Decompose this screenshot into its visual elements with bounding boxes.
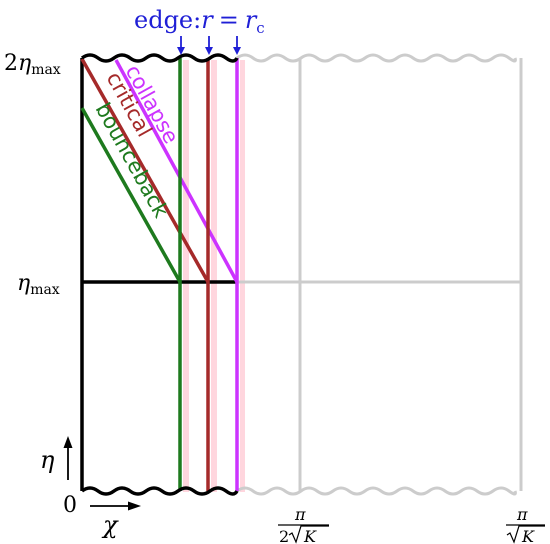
ghost-region: [236, 53, 523, 496]
svg-text:π: π: [294, 505, 306, 524]
pink-band-collapse: [240, 60, 245, 492]
edge-rc: r: [245, 6, 258, 34]
chi-axis-label: χ: [101, 511, 119, 539]
pink-band-critical: [211, 60, 217, 492]
bottom-wavy-border: [80, 486, 239, 496]
edge-arrowhead-bounceback: [177, 47, 185, 55]
ghost-bottom-wavy-border: [236, 486, 517, 496]
edge-arrowhead-critical: [205, 47, 213, 55]
pink-band-bounceback: [183, 60, 189, 492]
eta-axis-arrow: [63, 436, 73, 480]
edge-arrows: [177, 36, 241, 55]
svg-text:K: K: [521, 527, 535, 544]
edge-equals: =: [219, 6, 239, 34]
label-zero: 0: [63, 493, 77, 518]
top-wavy-border: [80, 53, 239, 63]
collapse-diagonal: [114, 59, 239, 283]
svg-text:K: K: [303, 527, 317, 544]
edge-header: edge:r = rc: [134, 6, 265, 37]
label-2eta-max: 2ηmax: [4, 51, 61, 78]
tick-pi-over-sqrt-k: π K: [506, 505, 545, 544]
svg-text:π: π: [516, 505, 528, 524]
chi-axis-arrow: [90, 501, 141, 511]
edge-arrowhead-collapse: [233, 47, 241, 55]
critical-diagonal: [80, 58, 210, 283]
eta-axis-label: η: [40, 446, 55, 474]
edge-word: edge:: [134, 6, 201, 34]
svg-text:2: 2: [279, 527, 289, 544]
label-eta-max: ηmax: [17, 271, 60, 298]
edge-rc-sub: c: [256, 19, 264, 37]
ghost-top-wavy-border: [236, 53, 517, 63]
edge-r: r: [201, 6, 214, 34]
bounceback-diagonal: [80, 107, 182, 283]
tick-pi-over-2-sqrt-k: π 2 K: [278, 505, 329, 544]
